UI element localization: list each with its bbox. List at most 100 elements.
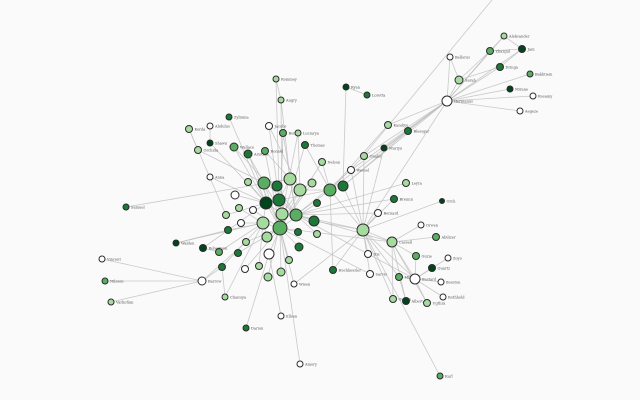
node-circle[interactable] <box>404 127 412 135</box>
graph-node[interactable] <box>337 180 349 192</box>
graph-node[interactable]: Sarah <box>454 75 476 85</box>
node-circle[interactable] <box>261 231 273 243</box>
node-circle[interactable] <box>225 113 233 121</box>
graph-node[interactable]: Bastard <box>409 273 437 285</box>
graph-node[interactable] <box>224 226 232 234</box>
graph-node[interactable] <box>255 262 263 270</box>
graph-node[interactable] <box>222 211 230 219</box>
graph-node[interactable]: Rommey <box>272 75 298 83</box>
graph-node[interactable] <box>294 228 302 236</box>
graph-node[interactable]: Rosamy <box>529 92 553 100</box>
node-circle[interactable] <box>446 53 454 61</box>
graph-node[interactable]: Muriyu <box>380 144 403 152</box>
graph-node[interactable] <box>272 220 288 236</box>
node-circle[interactable] <box>347 166 355 174</box>
node-circle[interactable] <box>441 95 453 107</box>
graph-node[interactable]: Chanuya <box>221 293 247 301</box>
node-circle[interactable] <box>294 242 304 252</box>
node-circle[interactable] <box>222 211 230 219</box>
graph-node[interactable]: Orchida <box>194 146 219 154</box>
graph-node[interactable] <box>235 204 243 212</box>
graph-node[interactable]: Aristide <box>243 149 268 159</box>
graph-node[interactable]: Mirane <box>506 85 528 93</box>
graph-node[interactable]: Dringa <box>496 63 519 71</box>
node-circle[interactable] <box>318 158 326 166</box>
graph-node[interactable]: Hochkessler <box>329 266 362 274</box>
node-circle[interactable] <box>402 297 410 305</box>
node-circle[interactable] <box>374 209 382 217</box>
graph-node[interactable]: Loretta <box>363 91 386 99</box>
node-circle[interactable] <box>402 179 410 187</box>
node-circle[interactable] <box>243 149 253 159</box>
node-circle[interactable] <box>360 152 368 160</box>
node-circle[interactable] <box>206 173 214 181</box>
graph-node[interactable]: Anna <box>206 173 225 181</box>
node-circle[interactable] <box>261 147 269 155</box>
graph-node[interactable] <box>294 242 304 252</box>
graph-node[interactable]: Guzie <box>412 252 432 260</box>
graph-node[interactable]: Ryan <box>342 83 361 91</box>
node-circle[interactable] <box>194 146 202 154</box>
node-circle[interactable] <box>242 238 250 246</box>
node-circle[interactable] <box>235 204 243 212</box>
node-circle[interactable] <box>307 178 317 188</box>
node-circle[interactable] <box>272 75 280 83</box>
node-circle[interactable] <box>276 267 286 277</box>
graph-node[interactable] <box>289 208 303 222</box>
node-circle[interactable] <box>230 190 240 200</box>
node-circle[interactable] <box>386 236 398 248</box>
graph-node[interactable]: Barrow <box>197 276 222 286</box>
node-circle[interactable] <box>313 230 321 238</box>
graph-node[interactable] <box>256 216 270 230</box>
graph-node[interactable]: Shawn <box>206 139 228 147</box>
graph-node[interactable]: Mila <box>395 273 414 281</box>
graph-node[interactable] <box>215 248 223 256</box>
node-circle[interactable] <box>263 248 275 260</box>
node-circle[interactable] <box>277 96 285 104</box>
node-circle[interactable] <box>432 233 440 241</box>
node-circle[interactable] <box>366 270 374 278</box>
node-circle[interactable] <box>122 203 130 211</box>
node-circle[interactable] <box>107 298 115 306</box>
node-circle[interactable] <box>293 183 307 197</box>
node-circle[interactable] <box>389 295 397 303</box>
graph-node[interactable]: Leyra <box>402 179 423 187</box>
node-circle[interactable] <box>197 276 207 286</box>
graph-node[interactable] <box>285 256 293 264</box>
graph-node[interactable]: Jani <box>518 45 536 53</box>
node-circle[interactable] <box>271 180 283 192</box>
node-circle[interactable] <box>279 129 287 137</box>
node-circle[interactable] <box>221 293 229 301</box>
node-circle[interactable] <box>301 141 309 149</box>
graph-node[interactable]: Brennn <box>390 195 414 203</box>
graph-node[interactable]: Aleksander <box>500 32 530 40</box>
node-circle[interactable] <box>277 312 285 320</box>
node-circle[interactable] <box>206 122 214 130</box>
node-circle[interactable] <box>313 199 321 207</box>
node-circle[interactable] <box>308 215 320 227</box>
node-circle[interactable] <box>364 250 372 258</box>
graph-node[interactable]: Zyliuma <box>225 113 250 121</box>
node-circle[interactable] <box>342 83 350 91</box>
graph-node[interactable]: Zhazgul <box>486 47 511 55</box>
node-circle[interactable] <box>384 121 392 129</box>
graph-node[interactable]: Luciarya <box>294 129 320 137</box>
graph-node[interactable]: Karl <box>436 372 454 380</box>
node-circle[interactable] <box>380 144 388 152</box>
graph-node[interactable] <box>218 263 226 271</box>
graph-node[interactable]: Iris <box>364 250 380 258</box>
node-circle[interactable] <box>439 293 447 301</box>
graph-node[interactable] <box>241 265 249 273</box>
node-circle[interactable] <box>417 221 425 229</box>
graph-node[interactable]: Bellerus <box>446 53 470 61</box>
graph-node[interactable]: Orch <box>439 198 457 204</box>
graph-node[interactable] <box>271 180 283 192</box>
graph-node[interactable] <box>272 193 286 207</box>
node-circle[interactable] <box>444 254 452 262</box>
node-circle[interactable] <box>412 252 420 260</box>
graph-node[interactable]: Zoyo <box>444 254 462 262</box>
graph-node[interactable]: Nelson <box>318 158 341 166</box>
graph-node[interactable] <box>249 206 257 214</box>
graph-node[interactable] <box>257 176 271 190</box>
graph-node[interactable] <box>276 267 286 277</box>
